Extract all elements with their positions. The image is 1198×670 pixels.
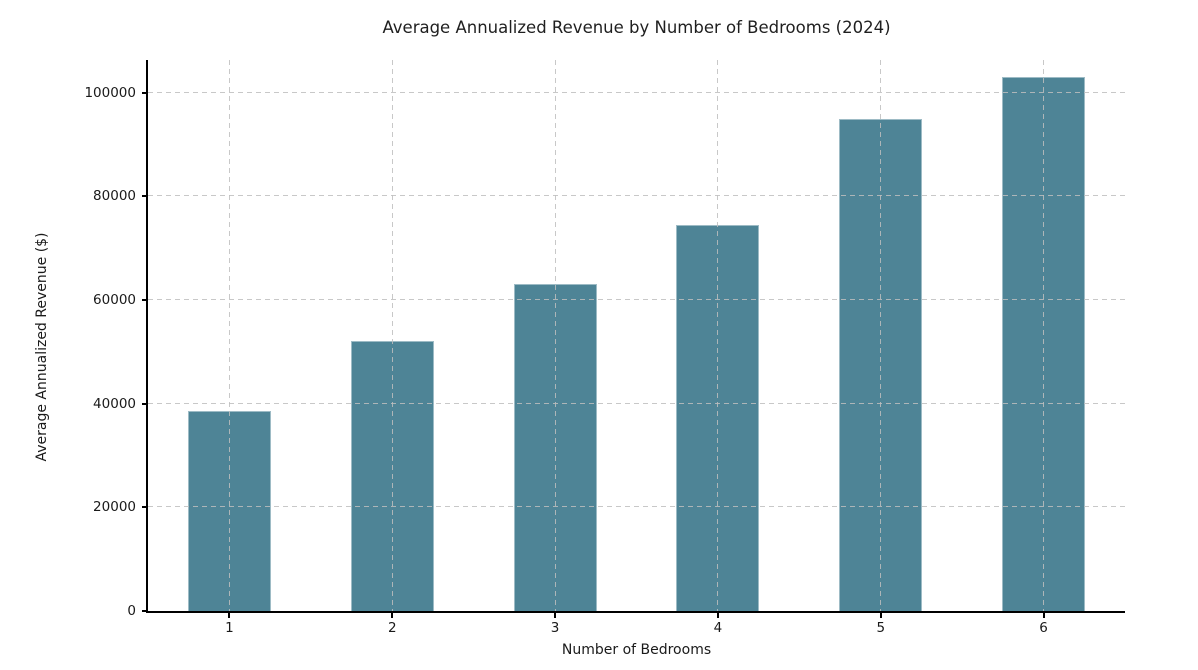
y-tick-label: 80000 <box>93 188 136 205</box>
y-tick-mark <box>142 91 147 94</box>
x-gridline <box>717 60 719 611</box>
x-gridline <box>391 60 393 611</box>
y-tick-mark <box>142 402 147 405</box>
x-tick-mark <box>1042 613 1045 618</box>
x-gridline <box>1043 60 1045 611</box>
x-tick-mark <box>554 613 557 618</box>
y-tick-label: 100000 <box>84 84 136 101</box>
x-gridline <box>554 60 556 611</box>
y-tick-mark <box>142 610 147 612</box>
y-tick-label: 0 <box>127 603 136 619</box>
y-tick-label: 40000 <box>93 395 136 412</box>
x-axis-label: Number of Bedrooms <box>561 642 712 658</box>
chart-title: Average Annualized Revenue by Number of … <box>382 18 891 37</box>
y-tick-label: 20000 <box>93 499 136 516</box>
y-tick-mark <box>142 195 147 198</box>
x-tick-label: 4 <box>713 620 723 636</box>
y-axis-label: Average Annualized Revenue ($) <box>34 232 50 462</box>
x-tick-mark <box>879 613 882 618</box>
y-gridline <box>148 506 1125 508</box>
y-gridline <box>148 402 1125 404</box>
x-tick-mark <box>391 613 394 618</box>
x-tick-label: 1 <box>225 620 234 636</box>
x-tick-mark <box>716 613 719 618</box>
y-gridline <box>148 91 1125 93</box>
y-tick-mark <box>142 506 147 509</box>
x-tick-label: 3 <box>550 620 560 636</box>
x-gridline <box>880 60 882 611</box>
x-tick-mark <box>228 613 231 618</box>
x-tick-label: 2 <box>387 620 397 636</box>
y-gridline <box>148 195 1125 197</box>
x-tick-label: 6 <box>1039 620 1048 636</box>
y-tick-mark <box>142 298 147 301</box>
x-gridline <box>228 60 230 611</box>
y-tick-label: 60000 <box>93 291 136 308</box>
y-gridline <box>148 299 1125 300</box>
x-tick-label: 5 <box>876 620 886 636</box>
plot-area <box>146 60 1125 613</box>
